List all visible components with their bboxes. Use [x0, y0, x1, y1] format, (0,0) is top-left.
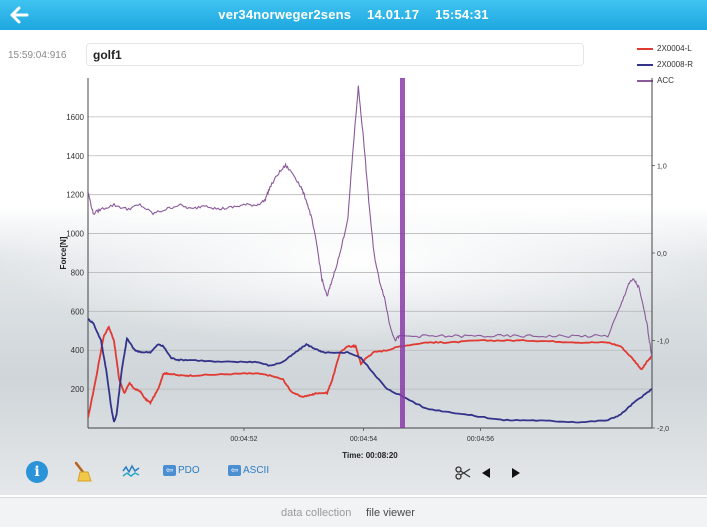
export-pdo-button[interactable]: ⇦ PDO [163, 465, 200, 476]
legend-label: 2X0004-L [657, 44, 692, 53]
scissors-icon[interactable] [455, 466, 471, 480]
x-tick-label: 00:04:56 [467, 436, 494, 443]
tab-data-collection[interactable]: data collection [281, 507, 352, 519]
x-tick-label: 00:04:54 [350, 436, 377, 443]
y-tick-label: 1400 [66, 152, 84, 161]
next-icon[interactable] [511, 467, 521, 479]
export-icon: ⇦ [163, 465, 176, 476]
export-ascii-label: ASCII [243, 465, 270, 476]
legend-swatch [637, 80, 653, 82]
y2-tick-label: 0,0 [657, 251, 667, 258]
previous-icon[interactable] [481, 467, 491, 479]
x-axis-label: Time: 00:08:20 [342, 451, 398, 460]
recording-date: 14.01.17 [367, 7, 420, 22]
bottom-toolbar: i ⇦ PDO ⇦ ASCII [0, 461, 707, 485]
export-icon: ⇦ [228, 465, 241, 476]
export-ascii-button[interactable]: ⇦ ASCII [228, 465, 269, 476]
recording-label-field[interactable] [86, 43, 584, 66]
window-title: ver34norweger2sens 14.01.17 15:54:31 [0, 7, 707, 22]
legend-swatch [637, 64, 653, 66]
x-tick-label: 00:04:52 [230, 436, 257, 443]
broom-icon[interactable] [72, 461, 92, 483]
series-line-acc [88, 85, 652, 359]
y-tick-label: 1200 [66, 191, 84, 200]
y2-tick-label: 1,0 [657, 164, 667, 171]
back-arrow-icon[interactable] [8, 5, 30, 25]
export-pdo-label: PDO [178, 465, 200, 476]
chart-settings-icon[interactable] [122, 463, 140, 479]
legend-label: ACC [657, 76, 674, 85]
y-tick-label: 800 [71, 268, 85, 277]
top-bar: ver34norweger2sens 14.01.17 15:54:31 [0, 0, 707, 30]
tab-file-viewer[interactable]: file viewer [366, 507, 415, 519]
y-tick-label: 400 [71, 346, 85, 355]
recording-time: 15:54:31 [435, 7, 489, 22]
bottom-navigation: data collection file viewer [0, 497, 707, 527]
legend-label: 2X0008-R [657, 60, 694, 69]
y2-tick-label: -2,0 [657, 426, 669, 433]
y-tick-label: 600 [71, 307, 85, 316]
y2-tick-label: -1,0 [657, 339, 669, 346]
info-button[interactable]: i [26, 461, 48, 483]
y-tick-label: 200 [71, 385, 85, 394]
background-panel [0, 30, 707, 495]
series-line-2x0004-l [88, 325, 652, 418]
series-line-2x0008-r [88, 318, 652, 424]
time-cursor[interactable] [399, 78, 405, 428]
recording-name: ver34norweger2sens [218, 7, 352, 22]
y-axis-label: Force[N] [59, 236, 68, 269]
y-tick-label: 1600 [66, 113, 84, 122]
legend-swatch [637, 48, 653, 50]
recording-start-time: 15:59:04:916 [8, 50, 67, 61]
y-tick-label: 1000 [66, 230, 84, 239]
